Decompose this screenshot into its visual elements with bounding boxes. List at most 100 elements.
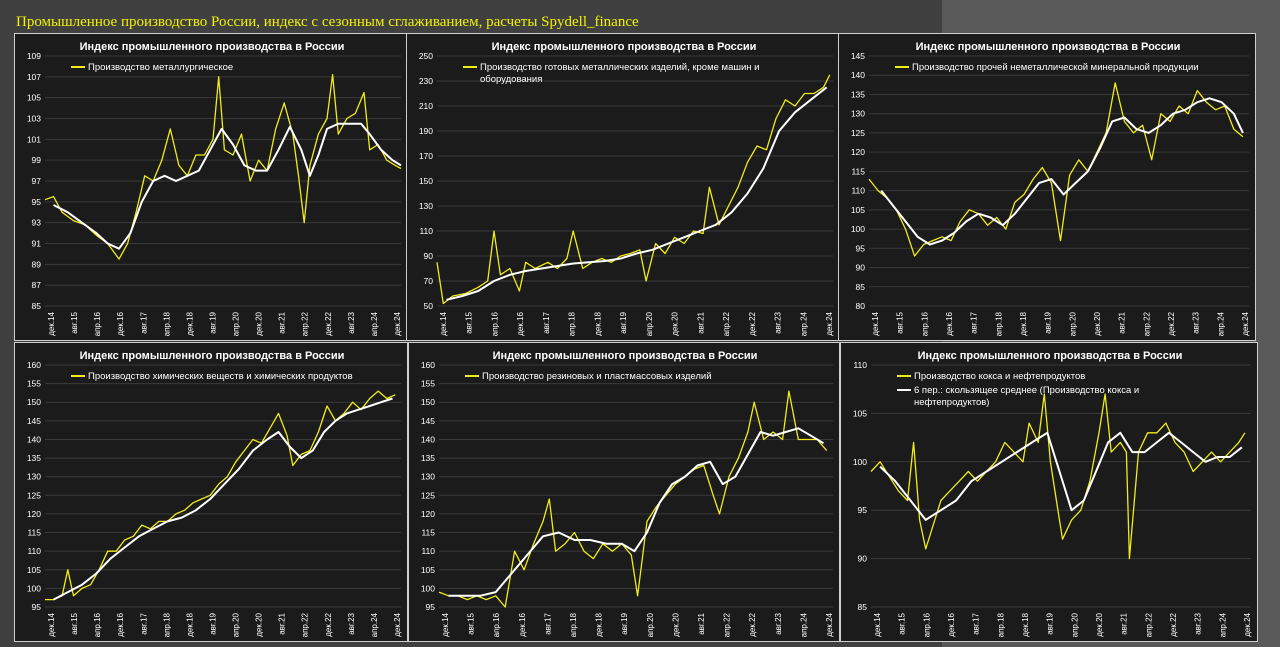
x-tick-label: апр.16 bbox=[93, 612, 102, 637]
x-tick-label: апр.24 bbox=[370, 311, 379, 336]
y-tick-label: 125 bbox=[27, 490, 41, 500]
x-tick-label: дек.20 bbox=[1095, 612, 1104, 636]
x-tick-label: дек.22 bbox=[1169, 612, 1178, 636]
y-tick-label: 85 bbox=[32, 301, 42, 311]
x-tick-label: дек.24 bbox=[1241, 311, 1250, 335]
x-tick-label: дек.18 bbox=[595, 612, 604, 636]
x-tick-label: дек.20 bbox=[1093, 311, 1102, 335]
x-tick-label: апр.22 bbox=[301, 311, 310, 336]
x-tick-label: дек.22 bbox=[324, 612, 333, 636]
x-tick-label: дек.14 bbox=[441, 612, 450, 636]
y-tick-label: 99 bbox=[32, 155, 42, 165]
x-tick-label: авг.23 bbox=[774, 311, 783, 333]
moving-average-line bbox=[53, 122, 402, 250]
y-tick-label: 145 bbox=[851, 51, 865, 61]
chart-title: Индекс промышленного производства в Росс… bbox=[916, 41, 1181, 53]
y-tick-label: 95 bbox=[32, 602, 42, 612]
x-tick-label: апр.16 bbox=[492, 612, 501, 637]
x-tick-label: авг.21 bbox=[1118, 311, 1127, 333]
y-tick-label: 230 bbox=[419, 76, 433, 86]
x-tick-label: авг.19 bbox=[620, 612, 629, 634]
x-tick-label: авг.23 bbox=[347, 311, 356, 333]
y-tick-label: 85 bbox=[856, 282, 866, 292]
y-tick-label: 105 bbox=[851, 205, 865, 215]
x-tick-label: дек.16 bbox=[945, 311, 954, 335]
x-tick-label: дек.16 bbox=[116, 311, 125, 335]
x-tick-label: авг.17 bbox=[542, 311, 551, 333]
legend-label: 6 пер.: скользящее среднее (Производство… bbox=[914, 385, 1139, 408]
x-tick-label: авг.21 bbox=[696, 311, 705, 333]
y-tick-label: 155 bbox=[421, 379, 435, 389]
y-tick-label: 110 bbox=[851, 186, 865, 196]
x-tick-label: апр.16 bbox=[93, 311, 102, 336]
x-tick-label: дек.16 bbox=[116, 612, 125, 636]
x-tick-label: апр.20 bbox=[645, 311, 654, 336]
series-line bbox=[870, 393, 1246, 560]
y-tick-label: 155 bbox=[27, 379, 41, 389]
x-tick-label: авг.15 bbox=[896, 311, 905, 333]
x-tick-label: дек.18 bbox=[185, 612, 194, 636]
x-tick-label: апр.18 bbox=[162, 612, 171, 637]
x-tick-label: авг.15 bbox=[70, 311, 79, 333]
x-tick-label: авг.15 bbox=[70, 612, 79, 634]
x-tick-label: авг.21 bbox=[278, 612, 287, 634]
x-tick-label: дек.22 bbox=[748, 311, 757, 335]
y-tick-label: 95 bbox=[856, 243, 866, 253]
x-tick-label: апр.18 bbox=[568, 311, 577, 336]
x-tick-label: авг.19 bbox=[208, 311, 217, 333]
x-tick-label: дек.20 bbox=[671, 311, 680, 335]
x-tick-label: апр.24 bbox=[370, 612, 379, 637]
x-tick-label: апр.22 bbox=[722, 311, 731, 336]
x-tick-label: авг.19 bbox=[1046, 612, 1055, 634]
y-tick-label: 110 bbox=[419, 226, 433, 236]
x-tick-label: дек.18 bbox=[1021, 612, 1030, 636]
y-tick-label: 105 bbox=[421, 565, 435, 575]
y-tick-label: 97 bbox=[32, 176, 42, 186]
y-tick-label: 95 bbox=[32, 197, 42, 207]
y-tick-label: 160 bbox=[421, 360, 435, 370]
y-tick-label: 140 bbox=[27, 434, 41, 444]
x-tick-label: дек.14 bbox=[47, 311, 56, 335]
x-tick-label: авг.17 bbox=[543, 612, 552, 634]
x-tick-label: дек.14 bbox=[439, 311, 448, 335]
x-tick-label: авг.19 bbox=[619, 311, 628, 333]
legend-label: Производство металлургическое bbox=[88, 62, 233, 73]
x-tick-label: авг.23 bbox=[1192, 311, 1201, 333]
x-tick-label: дек.16 bbox=[516, 311, 525, 335]
x-tick-label: авг.19 bbox=[1044, 311, 1053, 333]
x-tick-label: авг.23 bbox=[774, 612, 783, 634]
x-tick-label: апр.20 bbox=[646, 612, 655, 637]
x-tick-label: апр.20 bbox=[1070, 612, 1079, 637]
x-tick-label: авг.15 bbox=[898, 612, 907, 634]
y-tick-label: 150 bbox=[27, 397, 41, 407]
x-tick-label: апр.18 bbox=[996, 612, 1005, 637]
x-tick-label: апр.24 bbox=[1218, 612, 1227, 637]
y-tick-label: 160 bbox=[27, 360, 41, 370]
y-tick-label: 210 bbox=[419, 101, 433, 111]
y-tick-label: 91 bbox=[32, 239, 42, 249]
x-tick-label: авг.15 bbox=[467, 612, 476, 634]
x-tick-label: дек.20 bbox=[255, 612, 264, 636]
page-title: Промышленное производство России, индекс… bbox=[16, 14, 639, 30]
y-tick-label: 130 bbox=[419, 201, 433, 211]
x-tick-label: апр.16 bbox=[490, 311, 499, 336]
x-tick-label: дек.24 bbox=[393, 311, 402, 335]
y-tick-label: 150 bbox=[421, 397, 435, 407]
x-tick-label: авг.15 bbox=[465, 311, 474, 333]
legend-label: Производство химических веществ и химиче… bbox=[88, 371, 353, 382]
y-tick-label: 101 bbox=[27, 134, 41, 144]
y-tick-label: 100 bbox=[851, 224, 865, 234]
y-tick-label: 100 bbox=[421, 583, 435, 593]
y-tick-label: 115 bbox=[27, 528, 41, 538]
chart-title: Индекс промышленного производства в Росс… bbox=[492, 41, 757, 53]
x-tick-label: апр.24 bbox=[1216, 311, 1225, 336]
y-tick-label: 85 bbox=[858, 602, 868, 612]
legend-label: Производство кокса и нефтепродуктов bbox=[914, 371, 1085, 382]
x-tick-label: авг.17 bbox=[139, 311, 148, 333]
y-tick-label: 93 bbox=[32, 218, 42, 228]
x-tick-label: апр.20 bbox=[1068, 311, 1077, 336]
chart-title: Индекс промышленного производства в Росс… bbox=[493, 350, 758, 362]
y-tick-label: 95 bbox=[858, 505, 868, 515]
y-tick-label: 110 bbox=[853, 360, 867, 370]
y-tick-label: 80 bbox=[856, 301, 866, 311]
